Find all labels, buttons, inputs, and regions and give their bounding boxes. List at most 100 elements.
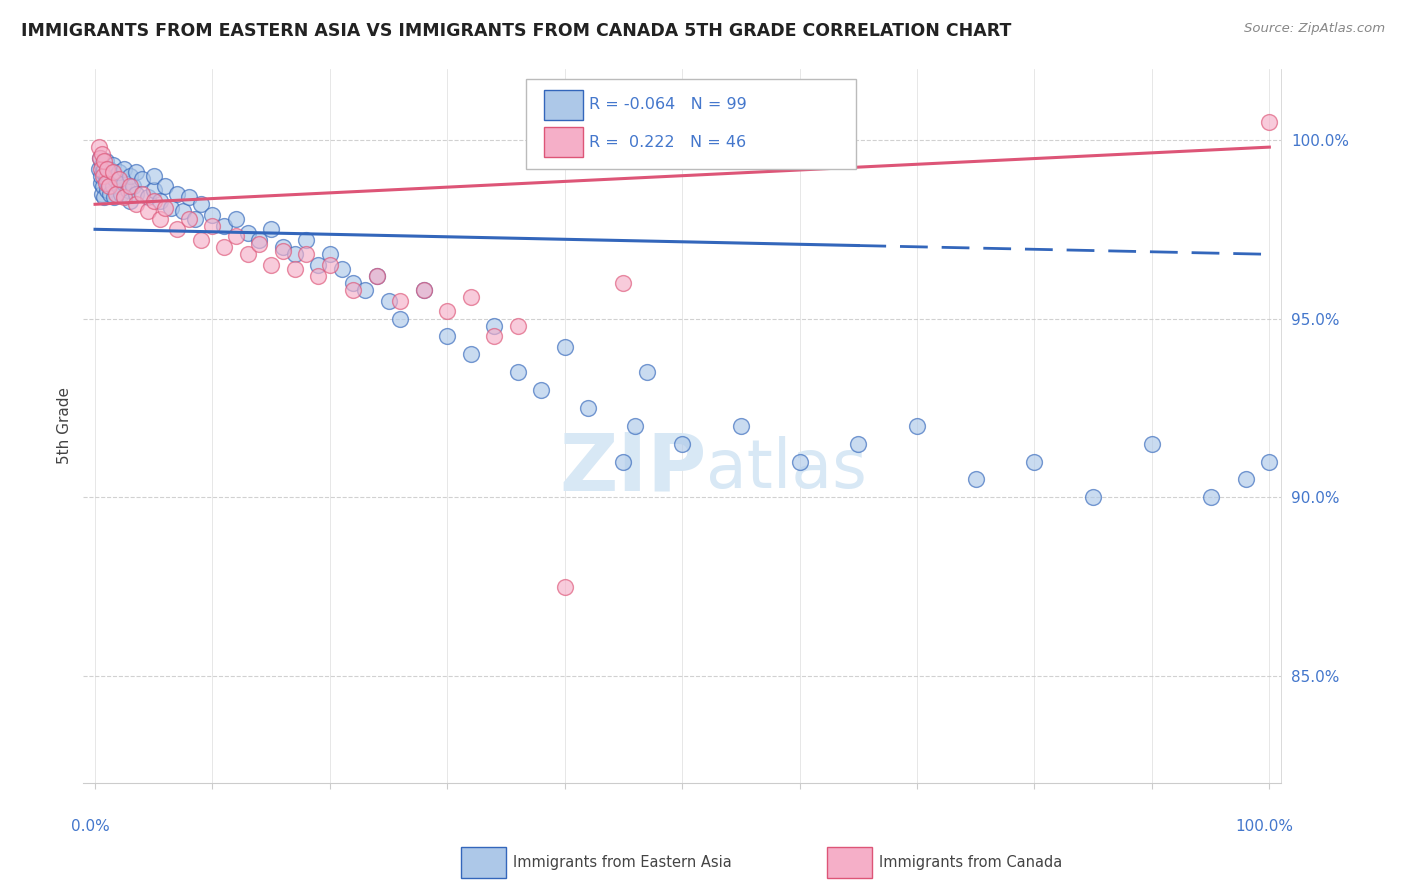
Point bbox=[366, 268, 388, 283]
Point bbox=[342, 276, 364, 290]
Point bbox=[142, 183, 165, 197]
Point bbox=[117, 183, 139, 197]
Point bbox=[112, 190, 135, 204]
Point bbox=[295, 247, 318, 261]
Point bbox=[1317, 204, 1340, 219]
Point bbox=[377, 293, 399, 308]
Point bbox=[1024, 454, 1046, 468]
Point bbox=[155, 179, 177, 194]
Point bbox=[166, 222, 188, 236]
Point bbox=[91, 158, 114, 172]
Point bbox=[636, 365, 658, 379]
Text: ZIP: ZIP bbox=[560, 430, 706, 508]
Point bbox=[612, 276, 634, 290]
Point bbox=[177, 211, 200, 226]
Point bbox=[436, 329, 458, 343]
Point bbox=[125, 165, 148, 179]
Point bbox=[284, 247, 307, 261]
Point bbox=[389, 293, 412, 308]
Point bbox=[96, 183, 118, 197]
Text: IMMIGRANTS FROM EASTERN ASIA VS IMMIGRANTS FROM CANADA 5TH GRADE CORRELATION CHA: IMMIGRANTS FROM EASTERN ASIA VS IMMIGRAN… bbox=[21, 22, 1011, 40]
Point bbox=[965, 472, 987, 486]
Point bbox=[107, 165, 129, 179]
Point bbox=[125, 197, 148, 211]
Point bbox=[91, 186, 114, 201]
Point bbox=[506, 365, 529, 379]
Point bbox=[1140, 436, 1163, 450]
Point bbox=[142, 169, 165, 183]
Point bbox=[905, 418, 928, 433]
Point bbox=[90, 161, 112, 176]
Point bbox=[236, 247, 259, 261]
Point bbox=[330, 261, 353, 276]
Point bbox=[530, 383, 553, 397]
Point bbox=[94, 172, 117, 186]
Point bbox=[96, 169, 118, 183]
Point bbox=[260, 222, 283, 236]
Point bbox=[136, 204, 159, 219]
Point bbox=[412, 283, 434, 297]
Point bbox=[89, 151, 111, 165]
Point bbox=[260, 258, 283, 272]
Point bbox=[284, 261, 307, 276]
Point bbox=[554, 340, 576, 354]
Point bbox=[612, 454, 634, 468]
Point bbox=[93, 154, 115, 169]
Point bbox=[121, 179, 143, 194]
Point bbox=[149, 211, 172, 226]
Point bbox=[93, 190, 115, 204]
Point bbox=[87, 161, 110, 176]
Point bbox=[110, 186, 132, 201]
Point bbox=[319, 247, 342, 261]
Point bbox=[201, 219, 224, 233]
Text: 0.0%: 0.0% bbox=[72, 819, 110, 834]
Point bbox=[91, 179, 114, 194]
Point bbox=[319, 258, 342, 272]
Point bbox=[96, 161, 118, 176]
Point bbox=[120, 194, 142, 208]
Point bbox=[101, 165, 124, 179]
Point bbox=[307, 258, 329, 272]
Point bbox=[225, 211, 247, 226]
Point bbox=[107, 172, 129, 186]
Point bbox=[105, 186, 128, 201]
Point bbox=[484, 318, 506, 333]
Point bbox=[166, 186, 188, 201]
Text: Source: ZipAtlas.com: Source: ZipAtlas.com bbox=[1244, 22, 1385, 36]
Point bbox=[131, 172, 153, 186]
Point bbox=[484, 329, 506, 343]
Point bbox=[103, 190, 125, 204]
Point bbox=[460, 290, 482, 304]
Point bbox=[249, 236, 271, 251]
Point bbox=[730, 418, 752, 433]
FancyBboxPatch shape bbox=[544, 128, 582, 157]
Point bbox=[236, 226, 259, 240]
Point bbox=[212, 219, 235, 233]
Point bbox=[160, 201, 183, 215]
Point bbox=[94, 154, 117, 169]
Point bbox=[184, 211, 207, 226]
Point bbox=[201, 208, 224, 222]
Text: R = -0.064   N = 99: R = -0.064 N = 99 bbox=[589, 97, 747, 112]
Text: 100.0%: 100.0% bbox=[1234, 819, 1294, 834]
Point bbox=[101, 179, 124, 194]
Point bbox=[120, 169, 142, 183]
Point bbox=[1282, 211, 1305, 226]
Point bbox=[366, 268, 388, 283]
FancyBboxPatch shape bbox=[544, 90, 582, 120]
Point bbox=[1258, 454, 1281, 468]
Point bbox=[212, 240, 235, 254]
Point bbox=[172, 204, 194, 219]
Point bbox=[104, 172, 127, 186]
Point bbox=[436, 304, 458, 318]
Point bbox=[271, 240, 294, 254]
Point bbox=[1399, 197, 1406, 211]
Point bbox=[94, 176, 117, 190]
Text: Immigrants from Eastern Asia: Immigrants from Eastern Asia bbox=[513, 855, 733, 870]
Point bbox=[101, 158, 124, 172]
Point bbox=[97, 176, 120, 190]
Point bbox=[91, 169, 114, 183]
Point bbox=[624, 418, 647, 433]
Point bbox=[155, 201, 177, 215]
Point bbox=[671, 436, 693, 450]
